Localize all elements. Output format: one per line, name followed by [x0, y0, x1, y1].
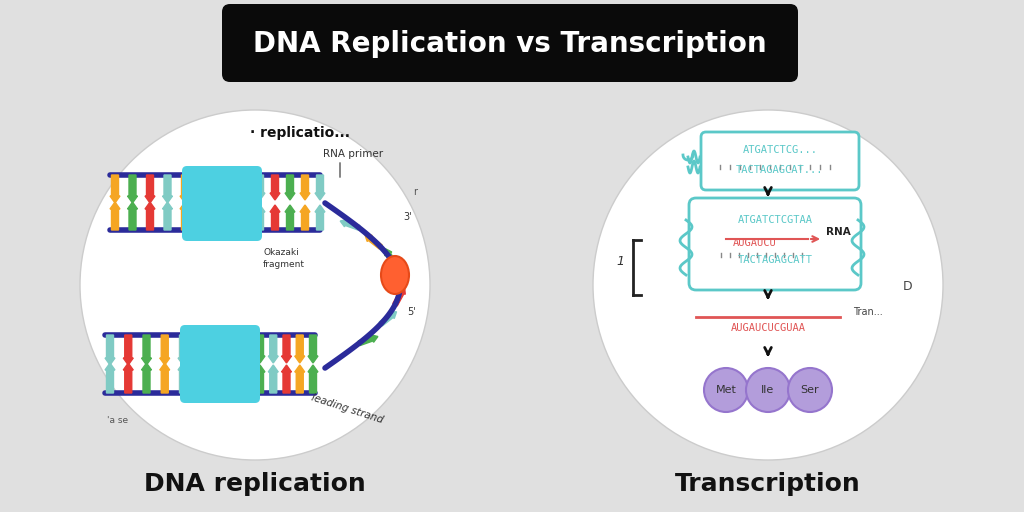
FancyArrow shape: [268, 335, 279, 363]
Text: 3': 3': [403, 212, 412, 222]
FancyArrow shape: [123, 335, 133, 365]
FancyBboxPatch shape: [689, 198, 861, 290]
Circle shape: [705, 368, 748, 412]
Text: r: r: [413, 187, 417, 197]
Text: · replicatio...: · replicatio...: [250, 126, 350, 140]
Text: TACTAGAGCATT: TACTAGAGCATT: [737, 255, 812, 265]
FancyArrow shape: [282, 335, 292, 363]
Text: D: D: [903, 280, 912, 293]
Circle shape: [593, 110, 943, 460]
FancyArrow shape: [285, 175, 295, 200]
Text: Transcription: Transcription: [675, 472, 861, 496]
FancyArrow shape: [379, 312, 396, 326]
FancyArrow shape: [255, 175, 265, 200]
Text: TACTAGAGCAT...: TACTAGAGCAT...: [736, 165, 823, 175]
Text: Okazaki
fragment: Okazaki fragment: [263, 248, 305, 269]
FancyArrow shape: [105, 335, 115, 365]
Text: RNA: RNA: [826, 227, 851, 237]
FancyArrow shape: [300, 175, 310, 200]
Text: leading strand: leading strand: [310, 392, 384, 425]
FancyArrow shape: [385, 249, 397, 267]
FancyArrow shape: [128, 175, 137, 203]
FancyArrow shape: [300, 205, 310, 230]
FancyArrow shape: [128, 202, 137, 230]
FancyBboxPatch shape: [182, 166, 262, 241]
FancyArrow shape: [268, 365, 279, 393]
FancyArrow shape: [105, 363, 115, 393]
Circle shape: [746, 368, 790, 412]
FancyArrow shape: [178, 363, 188, 393]
FancyArrow shape: [295, 335, 305, 363]
FancyBboxPatch shape: [701, 132, 859, 190]
FancyArrow shape: [255, 205, 265, 230]
Circle shape: [788, 368, 831, 412]
FancyArrow shape: [358, 335, 378, 346]
FancyArrow shape: [145, 175, 155, 203]
FancyArrow shape: [308, 335, 318, 363]
Text: Ser: Ser: [801, 385, 819, 395]
FancyArrow shape: [163, 175, 172, 203]
FancyBboxPatch shape: [180, 325, 260, 403]
FancyArrow shape: [163, 202, 172, 230]
Text: ATGATCTCGTAA: ATGATCTCGTAA: [737, 215, 812, 225]
FancyArrow shape: [123, 363, 133, 393]
Text: RNA primer: RNA primer: [323, 149, 383, 159]
Text: Ile: Ile: [762, 385, 774, 395]
FancyArrow shape: [340, 219, 359, 230]
FancyArrow shape: [315, 205, 325, 230]
FancyArrow shape: [110, 175, 120, 203]
FancyArrow shape: [180, 175, 190, 203]
FancyArrow shape: [141, 335, 152, 365]
FancyArrow shape: [285, 205, 295, 230]
Text: 5': 5': [407, 307, 416, 317]
Text: AUGAUCUCGUAA: AUGAUCUCGUAA: [730, 323, 806, 333]
Text: Tran...: Tran...: [853, 307, 883, 317]
FancyArrow shape: [270, 175, 280, 200]
FancyArrow shape: [365, 234, 382, 249]
Ellipse shape: [381, 256, 409, 294]
FancyArrow shape: [270, 205, 280, 230]
Text: DNA Replication vs Transcription: DNA Replication vs Transcription: [253, 30, 767, 58]
FancyArrow shape: [308, 365, 318, 393]
FancyArrow shape: [315, 175, 325, 200]
FancyArrow shape: [393, 287, 406, 306]
FancyBboxPatch shape: [222, 4, 798, 82]
Text: Met: Met: [716, 385, 736, 395]
Circle shape: [80, 110, 430, 460]
FancyArrow shape: [295, 365, 305, 393]
Text: 'a se: 'a se: [106, 416, 128, 425]
FancyArrow shape: [160, 335, 170, 365]
FancyArrow shape: [255, 335, 265, 363]
FancyArrow shape: [180, 202, 190, 230]
FancyArrow shape: [145, 202, 155, 230]
Text: AUGAUCU: AUGAUCU: [733, 238, 777, 248]
Text: 1: 1: [616, 255, 624, 268]
FancyArrow shape: [110, 202, 120, 230]
Text: ATGATCTCG...: ATGATCTCG...: [742, 145, 817, 155]
FancyArrow shape: [141, 363, 152, 393]
FancyArrow shape: [282, 365, 292, 393]
Text: DNA replication: DNA replication: [144, 472, 366, 496]
FancyArrow shape: [178, 335, 188, 365]
FancyArrow shape: [160, 363, 170, 393]
FancyArrow shape: [255, 365, 265, 393]
FancyArrow shape: [396, 266, 404, 286]
